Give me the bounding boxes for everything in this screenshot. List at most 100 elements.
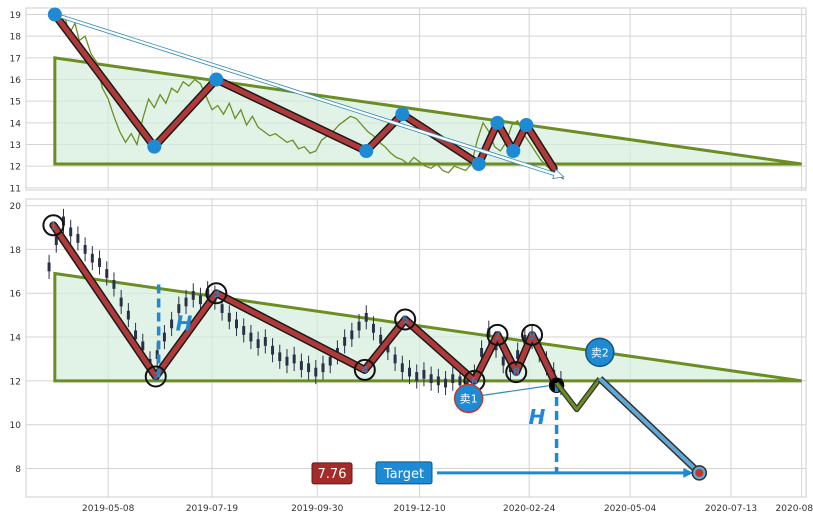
triangle-pattern bbox=[53, 56, 802, 166]
candle-body bbox=[141, 341, 145, 351]
x-tick-label: 2019-09-30 bbox=[291, 504, 344, 514]
candle-body bbox=[263, 337, 267, 346]
candle-body bbox=[357, 321, 361, 331]
pivot-circle bbox=[394, 308, 417, 331]
candle-body bbox=[480, 348, 484, 357]
pivot-dot bbox=[471, 157, 486, 171]
candle-body bbox=[47, 262, 51, 272]
h-marker-label: H bbox=[176, 312, 193, 336]
trend-arrow bbox=[53, 12, 565, 180]
candle-body bbox=[487, 328, 491, 338]
candle-body bbox=[198, 295, 202, 305]
zigzag-line bbox=[50, 222, 560, 388]
pivot-label: 4 bbox=[361, 364, 368, 377]
candle-body bbox=[227, 312, 231, 322]
candle-body bbox=[285, 356, 289, 366]
candle-body bbox=[393, 354, 397, 364]
x-tick-label: 2020-08-31 bbox=[776, 504, 813, 514]
pivot-label: 6 bbox=[471, 375, 478, 388]
top-panel: 11 12 13 14 15 16 17 18 19 bbox=[10, 7, 807, 194]
y-tick-label: 17 bbox=[10, 54, 21, 64]
sell-point-label: 卖2 bbox=[591, 346, 609, 359]
candle-body bbox=[364, 312, 368, 322]
candle-body bbox=[444, 378, 448, 388]
candle-body bbox=[307, 363, 311, 373]
pivot-label: 7 bbox=[494, 329, 501, 342]
pivot-circle bbox=[505, 361, 528, 384]
candle-body bbox=[422, 369, 426, 379]
target-label-box bbox=[375, 461, 433, 485]
target-value-box bbox=[311, 462, 353, 485]
candle-body bbox=[501, 356, 505, 366]
candle-body bbox=[379, 334, 383, 344]
candle-body bbox=[451, 374, 455, 384]
y-tick-label: 18 bbox=[10, 33, 22, 43]
candle-body bbox=[299, 361, 303, 370]
candle-body bbox=[523, 334, 527, 344]
x-tick-label: 2020-07-13 bbox=[705, 504, 757, 514]
candle-body bbox=[458, 376, 462, 386]
pivot-circle bbox=[353, 358, 376, 381]
candle-body bbox=[328, 356, 332, 366]
target-label-text: Target bbox=[383, 467, 424, 482]
candle-body bbox=[292, 354, 296, 364]
pivot-label: 8 bbox=[513, 366, 520, 379]
candle-body bbox=[408, 367, 412, 377]
y-tick-label: 12 bbox=[10, 163, 21, 173]
candle-body bbox=[76, 234, 80, 243]
x-tick-label: 2019-12-10 bbox=[393, 504, 446, 514]
candle-body bbox=[256, 339, 260, 348]
candle-body bbox=[184, 297, 188, 307]
y-tick-label: 8 bbox=[15, 465, 21, 475]
y-tick-label: 12 bbox=[10, 377, 21, 387]
x-tick-label: 2019-07-19 bbox=[186, 504, 239, 514]
pivot-dot bbox=[506, 144, 521, 158]
pivot-dot bbox=[209, 72, 224, 87]
candle-body bbox=[321, 363, 325, 373]
candle-body bbox=[105, 269, 109, 278]
y-tick-label: 16 bbox=[10, 76, 22, 86]
y-tick-label: 11 bbox=[10, 184, 21, 194]
pivot-label: 3 bbox=[213, 287, 220, 300]
y-tick-label: 20 bbox=[10, 202, 22, 212]
candle-body bbox=[54, 236, 58, 246]
y-tick-label: 16 bbox=[10, 290, 22, 300]
candle-body bbox=[61, 216, 65, 226]
candle-body bbox=[278, 352, 282, 362]
pivot-label: 5 bbox=[402, 314, 409, 327]
pivot-dot bbox=[147, 139, 162, 154]
pivot-circle bbox=[205, 282, 228, 305]
pivot-circle bbox=[144, 365, 167, 388]
candle-body bbox=[119, 297, 123, 307]
pivot-circle bbox=[486, 323, 509, 346]
candle-body bbox=[220, 304, 224, 313]
pivot-dot bbox=[47, 7, 62, 22]
candle-body bbox=[126, 310, 130, 320]
price-line bbox=[54, 15, 565, 180]
pivot-circle bbox=[42, 214, 65, 237]
pivot-circle bbox=[521, 323, 544, 346]
pivot-dot bbox=[490, 115, 505, 130]
sell-point-label: 卖1 bbox=[460, 392, 478, 405]
candle-body bbox=[170, 319, 174, 329]
candle-body bbox=[191, 291, 195, 300]
candle-body bbox=[206, 288, 210, 298]
candle-body bbox=[343, 337, 347, 346]
y-tick-label: 13 bbox=[10, 141, 21, 151]
pivot-label: 2 bbox=[152, 370, 159, 383]
y-tick-label: 18 bbox=[10, 246, 22, 256]
y-tick-label: 14 bbox=[10, 119, 22, 129]
pivot-dot bbox=[519, 118, 534, 132]
candle-body bbox=[90, 253, 94, 263]
candle-body bbox=[386, 343, 390, 353]
sell-point-marker bbox=[453, 383, 484, 414]
candle-body bbox=[242, 326, 246, 335]
candle-body bbox=[177, 304, 181, 313]
triangle-pattern bbox=[53, 271, 802, 383]
y-tick-label: 19 bbox=[10, 11, 22, 21]
x-tick-label: 2020-05-04 bbox=[604, 504, 657, 514]
pivot-dot bbox=[395, 107, 410, 122]
candle-body bbox=[371, 323, 375, 333]
target-value-badge: 7.76 bbox=[311, 462, 353, 485]
